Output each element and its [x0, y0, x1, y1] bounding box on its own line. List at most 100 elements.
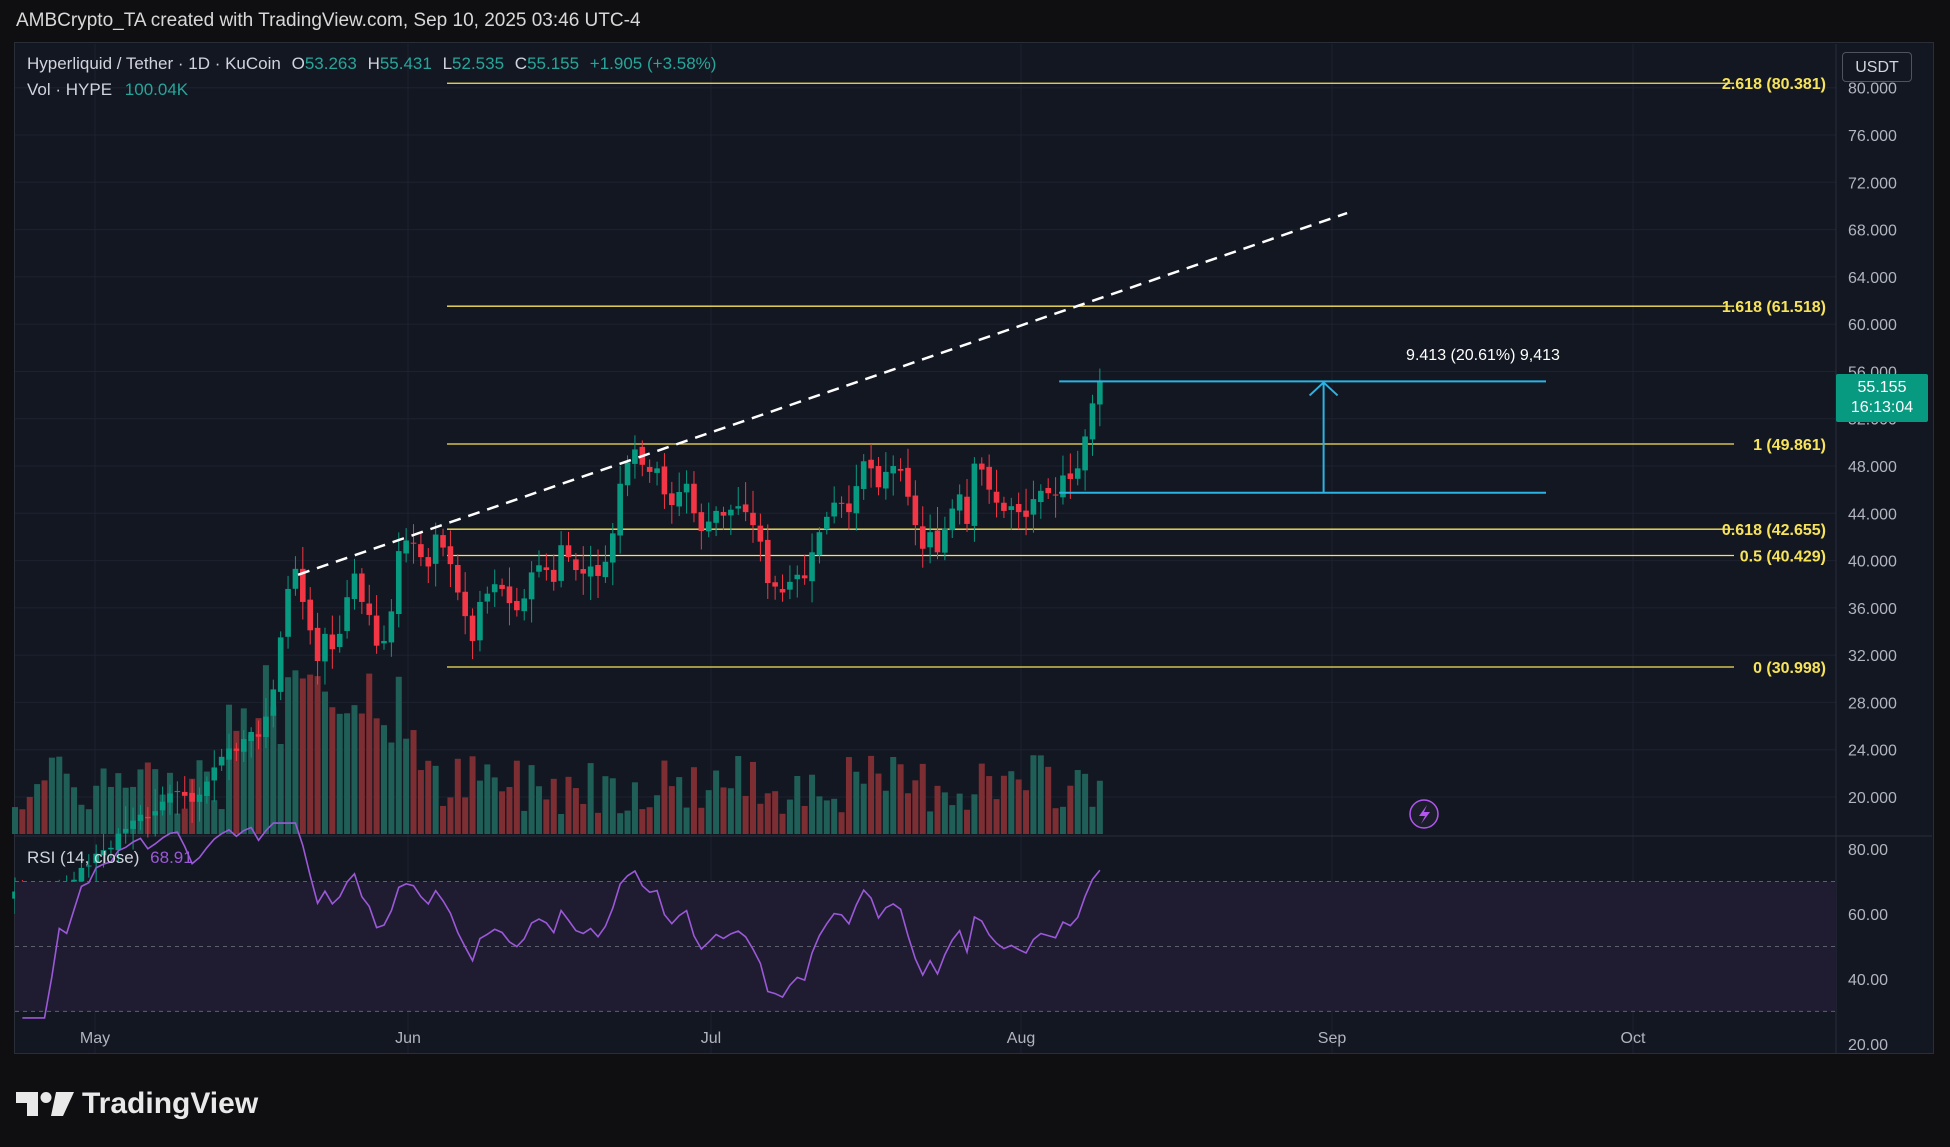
high-label: H [367, 54, 380, 73]
candles [12, 368, 1103, 919]
volume-bar [19, 809, 26, 834]
rsi-axis-tick: 80.00 [1848, 842, 1888, 859]
volume-bar [115, 773, 122, 834]
candle-body [860, 461, 867, 489]
candle-body [218, 756, 225, 766]
candle-body [403, 540, 409, 554]
candle-body [853, 486, 860, 514]
volume-bar [949, 805, 956, 834]
symbol-name[interactable]: Hyperliquid / Tether · 1D · KuCoin [27, 54, 281, 73]
candle-body [846, 503, 852, 513]
close-value: 55.155 [527, 54, 580, 73]
volume-bar [927, 811, 934, 834]
candle-body [1030, 499, 1037, 515]
candle-body [307, 599, 313, 631]
candle-body [661, 466, 668, 495]
price-axis-tick: 76.000 [1848, 128, 1897, 145]
candle-body [410, 542, 417, 544]
volume-bar [727, 788, 734, 834]
candle-body [1015, 503, 1022, 513]
volume-bar [484, 764, 491, 834]
volume-bar [144, 762, 151, 834]
candle-body [484, 593, 491, 602]
time-axis-tick: Oct [1621, 1030, 1646, 1047]
volume-bar [63, 773, 70, 834]
volume-label[interactable]: Vol · HYPE [27, 80, 113, 99]
candle-body [794, 574, 801, 580]
volume-bar [639, 809, 646, 834]
candle-body [78, 867, 85, 882]
volume-bar [1045, 766, 1052, 834]
volume-bar [690, 767, 697, 834]
volume-bar [26, 796, 33, 834]
candle-body [115, 833, 122, 851]
candle-body [159, 801, 166, 811]
candle-body [1082, 436, 1088, 471]
volume-bar [624, 810, 631, 834]
low-value: 52.535 [452, 54, 505, 73]
candle-body [174, 791, 181, 793]
volume-bar [277, 743, 284, 834]
candle-body [956, 494, 963, 511]
candle-body [1089, 403, 1096, 440]
candle-body [691, 483, 697, 514]
tradingview-logo[interactable]: TradingView [16, 1086, 258, 1122]
currency-button[interactable]: USDT [1842, 52, 1912, 82]
price-axis-tick: 60.000 [1848, 317, 1897, 334]
candle-body [543, 567, 550, 571]
symbol-legend: Hyperliquid / Tether · 1D · KuCoin O53.2… [27, 54, 716, 74]
rsi-label[interactable]: RSI (14, close) [27, 848, 140, 867]
volume-bar [12, 807, 18, 834]
candle-body [366, 603, 373, 615]
volume-bar [137, 769, 144, 834]
candle-body [949, 508, 956, 531]
candle-body [270, 689, 277, 716]
candle-body [713, 510, 719, 523]
volume-bar [469, 756, 476, 834]
candle-body [905, 467, 911, 497]
volume-bar [1030, 755, 1037, 834]
candle-body [558, 545, 564, 581]
price-axis-tick: 28.000 [1848, 695, 1897, 712]
candle-body [425, 557, 432, 567]
candle-body [211, 767, 218, 781]
candle-body [1097, 381, 1103, 405]
price-axis-tick: 64.000 [1848, 270, 1897, 287]
volume-bar [440, 805, 447, 834]
volume-bar [299, 678, 306, 834]
candle-body [455, 564, 461, 593]
volume-bar [329, 707, 336, 834]
volume-bar [417, 770, 424, 834]
time-axis-tick: Jul [701, 1030, 721, 1047]
candle-body [654, 468, 660, 473]
candle-body [1074, 468, 1081, 479]
volume-bar [34, 784, 41, 834]
candle-body [122, 828, 129, 833]
candle-body [787, 581, 793, 590]
price-axis-tick: 20.000 [1848, 790, 1897, 807]
volume-bar [941, 792, 948, 834]
measure-label: 9.413 (20.61%) 9,413 [1406, 347, 1560, 364]
volume-bar [860, 783, 867, 834]
volume-bar [572, 788, 579, 834]
measure-arrowhead [1308, 381, 1339, 397]
volume-bar [535, 786, 542, 834]
volume-bar [1096, 780, 1103, 834]
volume-bar [71, 787, 78, 834]
volume-value: 100.04K [124, 80, 189, 99]
candle-body [986, 466, 992, 490]
volume-bar [292, 670, 299, 834]
volume-bar [764, 793, 771, 834]
price-axis-tick: 48.000 [1848, 459, 1897, 476]
candle-body [462, 591, 468, 617]
candle-body [912, 495, 919, 526]
volume-bar [454, 758, 461, 834]
volume-bar [705, 790, 712, 834]
volume-bar [595, 812, 602, 834]
brand-name: TradingView [82, 1087, 259, 1120]
time-axis-tick: May [80, 1030, 110, 1047]
candle-body [506, 586, 513, 604]
candle-body [248, 731, 254, 742]
volume-bar [425, 760, 432, 834]
